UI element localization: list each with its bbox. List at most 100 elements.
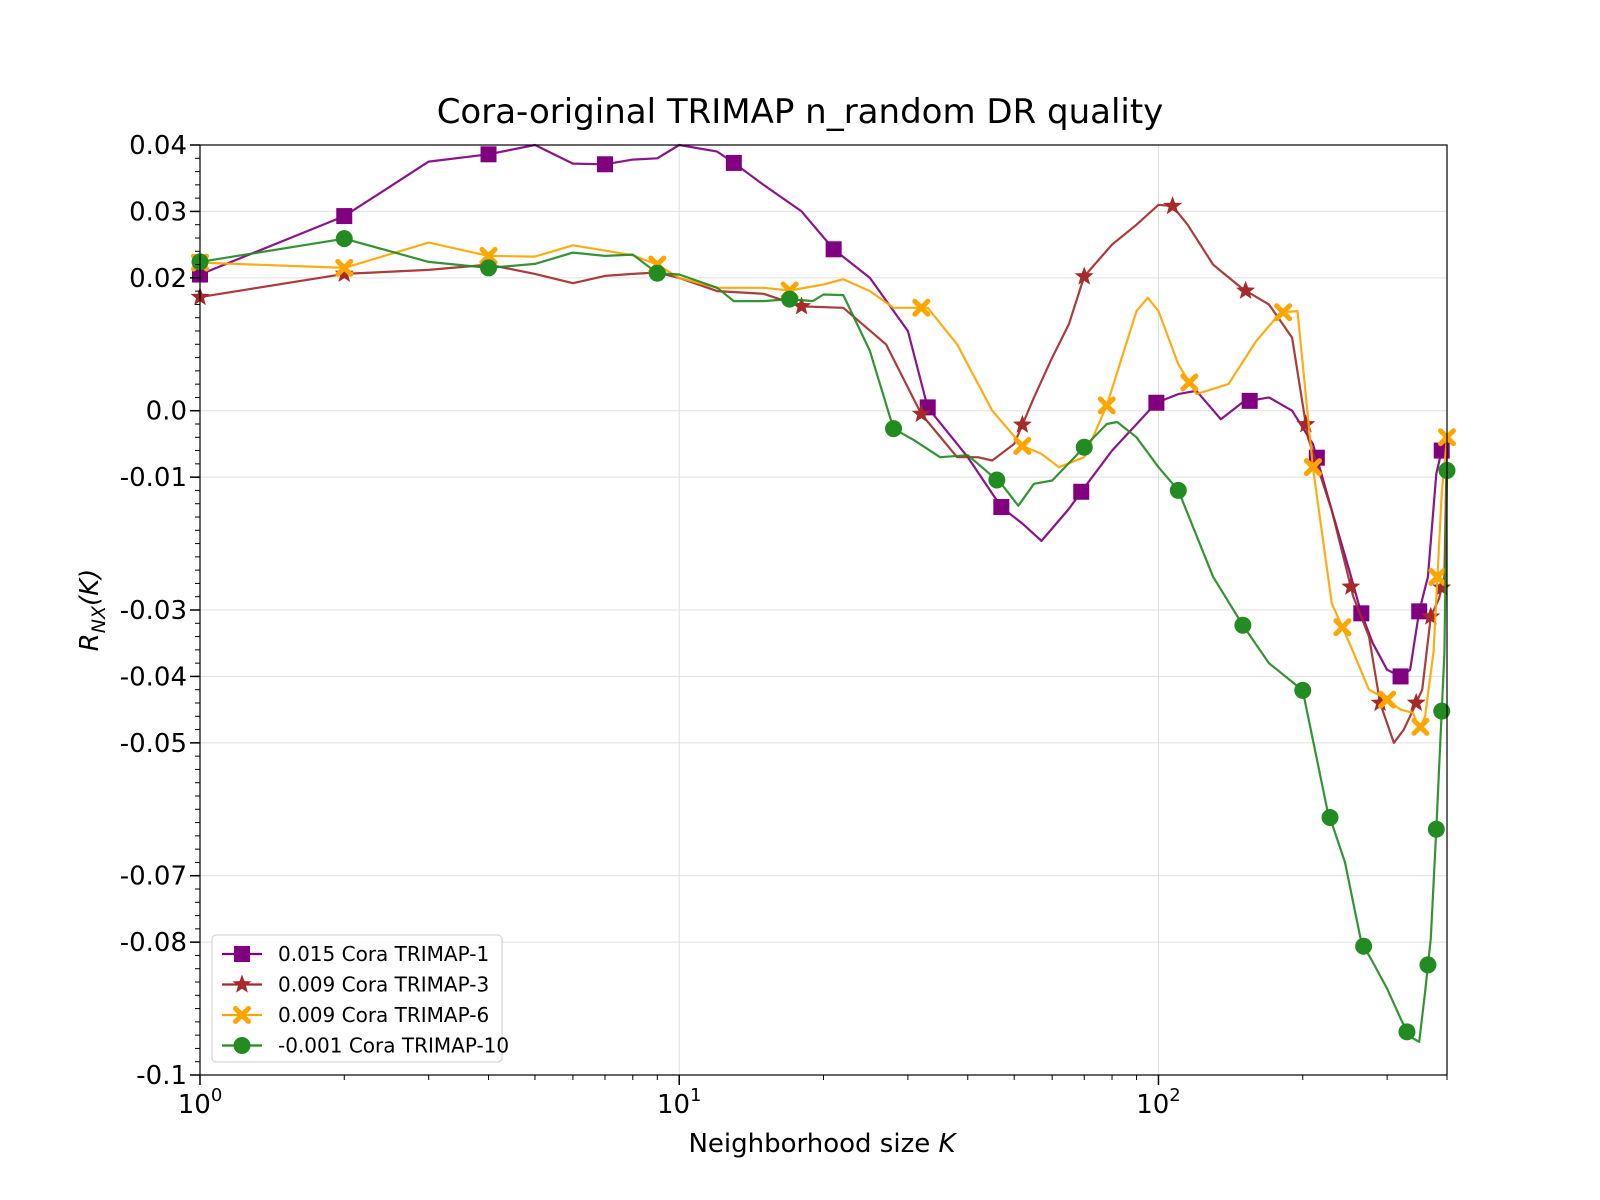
x-axis-label: Neighborhood size K bbox=[688, 1129, 957, 1159]
data-point bbox=[1148, 394, 1165, 411]
data-point bbox=[792, 296, 812, 315]
data-point bbox=[336, 208, 353, 225]
legend-item: 0.009 Cora TRIMAP-6 bbox=[222, 1003, 489, 1027]
y-tick-label: 0.0 bbox=[146, 397, 187, 427]
y-tick-label: -0.08 bbox=[120, 928, 187, 958]
data-point bbox=[479, 246, 498, 265]
x-tick-label: 100 bbox=[178, 1085, 223, 1120]
series-line bbox=[199, 241, 1449, 731]
x-marker-stroke bbox=[1428, 567, 1447, 586]
x-marker-stroke bbox=[1180, 373, 1199, 392]
chart-title: Cora-original TRIMAP n_random DR quality bbox=[437, 92, 1164, 132]
data-point bbox=[1370, 693, 1390, 712]
axis-ticks: 0.04 0.03 0.02 0.0 -0.01 -0.03 -0.04 -0.05 -0.07… bbox=[120, 131, 1448, 1120]
data-point bbox=[1421, 606, 1441, 625]
data-point bbox=[1013, 436, 1032, 455]
y-tick-label: -0.01 bbox=[120, 463, 187, 493]
data-point bbox=[1234, 616, 1252, 634]
series-4 bbox=[191, 230, 1456, 1043]
y-tick-label: 0.04 bbox=[129, 131, 187, 161]
x-marker-stroke bbox=[479, 246, 498, 265]
data-point bbox=[1274, 303, 1293, 322]
data-point bbox=[1097, 396, 1116, 415]
x-marker-stroke bbox=[1274, 303, 1293, 322]
x-marker-stroke bbox=[1303, 458, 1322, 477]
legend-item: 0.015 Cora TRIMAP-1 bbox=[222, 942, 489, 966]
legend-label: -0.001 Cora TRIMAP-10 bbox=[278, 1034, 509, 1058]
legend-box bbox=[211, 934, 503, 1063]
legend: 0.015 Cora TRIMAP-1 0.009 Cora TRIMAP-3 0.… bbox=[211, 934, 509, 1063]
series-line bbox=[199, 203, 1449, 744]
data-point bbox=[725, 154, 742, 171]
data-point bbox=[1392, 668, 1409, 685]
x-marker-stroke bbox=[1378, 690, 1397, 709]
x-tick-label: 101 bbox=[657, 1085, 702, 1120]
data-point bbox=[1075, 438, 1093, 456]
y-tick-label: -0.05 bbox=[120, 729, 187, 759]
x-tick-label: 102 bbox=[1136, 1085, 1181, 1120]
data-point bbox=[1411, 717, 1430, 736]
legend-label: 0.009 Cora TRIMAP-6 bbox=[278, 1003, 489, 1027]
data-point bbox=[988, 471, 1006, 489]
x-marker-stroke bbox=[1333, 618, 1352, 637]
y-axis-label: RNX(K) bbox=[75, 569, 110, 652]
data-point bbox=[1427, 820, 1445, 838]
x-marker-stroke bbox=[233, 1006, 251, 1024]
data-point bbox=[334, 263, 354, 282]
data-point bbox=[480, 259, 498, 277]
data-point bbox=[1241, 392, 1258, 409]
legend-label: 0.015 Cora TRIMAP-1 bbox=[278, 942, 489, 966]
data-point bbox=[1012, 414, 1032, 433]
x-marker-stroke bbox=[1097, 396, 1116, 415]
data-point bbox=[1074, 266, 1094, 285]
x-marker-stroke bbox=[1013, 436, 1032, 455]
data-point bbox=[911, 404, 931, 423]
series-line bbox=[199, 143, 1447, 678]
data-point bbox=[335, 258, 354, 277]
legend-item: -0.001 Cora TRIMAP-10 bbox=[222, 1034, 509, 1058]
data-point bbox=[1169, 481, 1187, 499]
data-point bbox=[885, 420, 903, 438]
data-point bbox=[1180, 373, 1199, 392]
x-marker-stroke bbox=[1411, 717, 1430, 736]
data-point bbox=[1333, 618, 1352, 637]
y-tick-label: -0.1 bbox=[136, 1061, 187, 1091]
data-point bbox=[597, 156, 614, 173]
legend-swatch-marker bbox=[232, 974, 252, 993]
data-point bbox=[781, 290, 799, 308]
series-1 bbox=[192, 143, 1450, 685]
data-point bbox=[1321, 809, 1339, 827]
data-point bbox=[1163, 196, 1183, 215]
series-layer bbox=[190, 143, 1456, 1043]
data-point bbox=[335, 230, 353, 248]
y-tick-label: -0.04 bbox=[120, 662, 187, 692]
data-point bbox=[1296, 414, 1316, 433]
y-tick-label: -0.07 bbox=[120, 862, 187, 892]
legend-label: 0.009 Cora TRIMAP-3 bbox=[278, 973, 489, 997]
data-point bbox=[993, 499, 1010, 516]
legend-swatch-marker bbox=[233, 1037, 251, 1054]
data-point bbox=[1406, 692, 1426, 711]
data-point bbox=[912, 298, 931, 317]
data-point bbox=[1236, 280, 1256, 299]
data-point bbox=[825, 241, 842, 258]
data-point bbox=[1419, 956, 1437, 974]
data-point bbox=[1341, 576, 1361, 595]
series-3 bbox=[191, 241, 1456, 736]
legend-swatch-marker bbox=[234, 946, 250, 962]
legend-item: 0.009 Cora TRIMAP-3 bbox=[222, 973, 489, 997]
legend-swatch-marker bbox=[233, 1006, 251, 1024]
data-point bbox=[1432, 577, 1452, 596]
data-point bbox=[1378, 690, 1397, 709]
data-point bbox=[1433, 702, 1451, 720]
data-point bbox=[1411, 603, 1428, 620]
data-point bbox=[1355, 937, 1373, 955]
y-tick-label: -0.03 bbox=[120, 596, 187, 626]
data-point bbox=[1398, 1023, 1416, 1041]
data-point bbox=[480, 146, 497, 163]
data-point bbox=[1428, 567, 1447, 586]
x-marker-stroke bbox=[335, 258, 354, 277]
data-point bbox=[648, 264, 666, 282]
x-marker-stroke bbox=[912, 298, 931, 317]
